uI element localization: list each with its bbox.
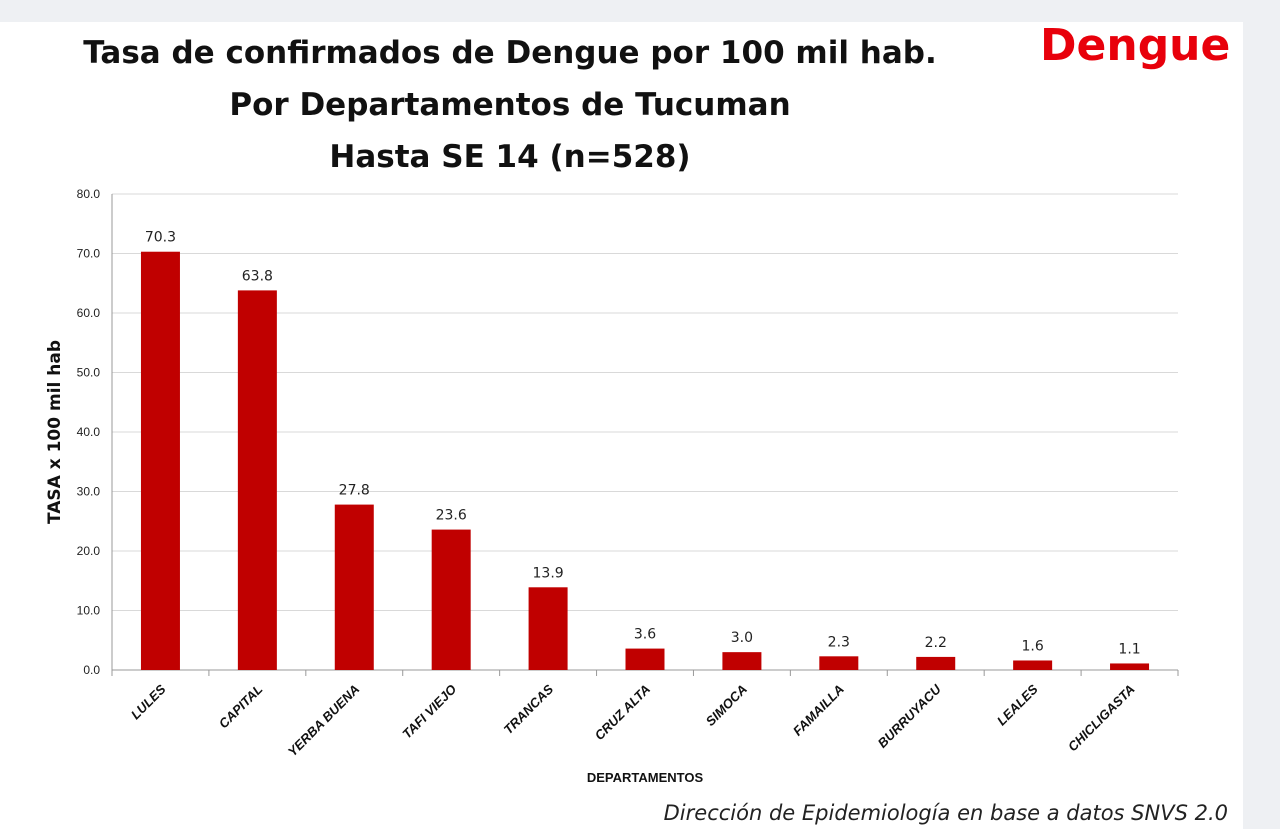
x-tick-label: CHICLIGASTA	[1065, 682, 1138, 755]
chart-title-line-3: Hasta SE 14 (n=528)	[329, 139, 691, 175]
data-label: 3.6	[634, 627, 656, 643]
y-tick-label: 70.0	[77, 247, 101, 261]
bar	[140, 251, 180, 670]
data-label: 70.3	[145, 230, 176, 246]
data-label: 13.9	[533, 565, 564, 581]
chart-title-line-2: Por Departamentos de Tucuman	[229, 87, 791, 123]
x-tick-label: TAFI VIEJO	[399, 682, 459, 742]
bar	[819, 656, 859, 670]
bar	[237, 290, 277, 670]
bar	[722, 652, 762, 670]
slide	[0, 22, 1243, 829]
bar	[916, 656, 956, 670]
x-tick-label: FAMAILLA	[790, 682, 847, 739]
y-tick-label: 60.0	[77, 306, 101, 320]
y-tick-label: 20.0	[77, 544, 101, 558]
x-axis-title: DEPARTAMENTOS	[587, 770, 704, 785]
bar	[431, 529, 471, 670]
data-label: 23.6	[436, 508, 467, 524]
data-label: 27.8	[339, 483, 370, 499]
y-axis-title: TASA x 100 mil hab	[45, 340, 65, 524]
x-tick-label: TRANCAS	[501, 681, 557, 737]
data-label: 1.1	[1118, 641, 1140, 657]
x-tick-label: LEALES	[994, 681, 1041, 728]
data-label: 2.2	[925, 635, 947, 651]
chart-title-line-1: Tasa de confirmados de Dengue por 100 mi…	[83, 35, 937, 71]
bar	[334, 504, 374, 670]
y-tick-label: 0.0	[83, 663, 100, 677]
x-tick-label: LULES	[128, 681, 169, 722]
brand-label: Dengue	[1040, 20, 1231, 71]
data-label: 2.3	[828, 634, 850, 650]
bar	[625, 648, 665, 670]
data-label: 1.6	[1022, 638, 1044, 654]
x-tick-label: YERBA BUENA	[285, 682, 363, 760]
y-tick-label: 10.0	[77, 604, 101, 618]
source-note: Dirección de Epidemiología en base a dat…	[663, 801, 1228, 825]
y-tick-label: 30.0	[77, 485, 101, 499]
x-tick-label: CRUZ ALTA	[592, 682, 653, 743]
y-tick-label: 80.0	[77, 187, 101, 201]
bar	[528, 587, 568, 670]
bar	[1110, 663, 1150, 670]
data-label: 63.8	[242, 268, 273, 284]
data-label: 3.0	[731, 630, 753, 646]
x-tick-label: BURRUYACU	[875, 681, 945, 751]
y-tick-label: 40.0	[77, 425, 101, 439]
y-tick-label: 50.0	[77, 366, 101, 380]
x-tick-label: CAPITAL	[216, 681, 266, 731]
bar	[1013, 660, 1053, 670]
x-tick-label: SIMOCA	[703, 682, 750, 729]
